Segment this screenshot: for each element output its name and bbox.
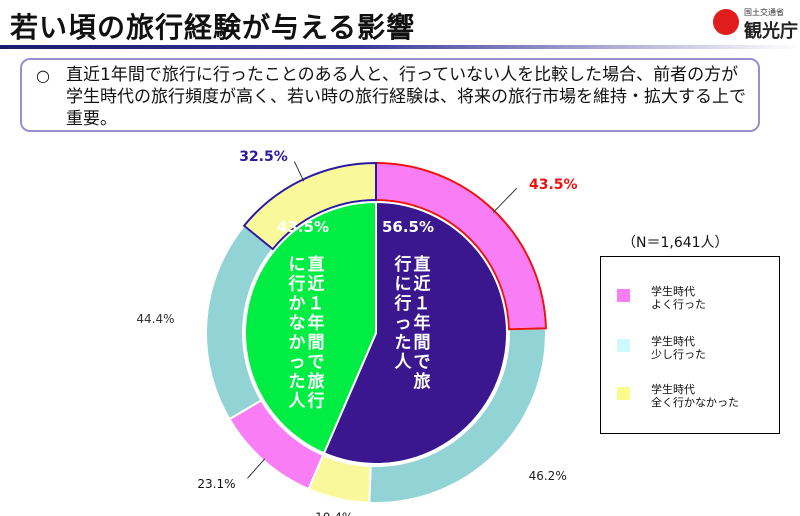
caption-char: 旅 (308, 371, 325, 392)
caption-char: 行 (394, 293, 412, 314)
legend-swatch-never (617, 387, 630, 400)
page-title: 若い頃の旅行経験が与える影響 (10, 11, 416, 44)
outer-label-not_traveled-never: 32.5% (239, 149, 288, 165)
caption-char: １ (308, 294, 325, 314)
legend-line2: 全く行かなかった (651, 396, 739, 409)
caption-char: 近 (308, 274, 325, 295)
caption-char: 行 (394, 254, 412, 275)
highlight-not_traveled-never (242, 161, 377, 251)
logo-mark-icon (713, 9, 739, 35)
inner-label-traveled: 56.5% (382, 218, 434, 236)
title-divider (0, 45, 800, 49)
caption-char: 人 (289, 392, 307, 412)
caption-char: っ (395, 314, 412, 334)
legend-line1: 学生時代 (651, 383, 695, 396)
legend-text-sometimes: 学生時代 少し行った (651, 335, 706, 361)
legend-text-often: 学生時代 よく行った (651, 285, 706, 311)
title-bar: 若い頃の旅行経験が与える影響 国土交通省 観光庁 (0, 0, 800, 49)
caption-char: に (395, 275, 412, 295)
agency-logo: 国土交通省 観光庁 (712, 6, 798, 42)
legend: 学生時代 よく行った 学生時代 少し行った 学生時代 全く行かなかった (600, 256, 780, 434)
leader-line-not_traveled-often (247, 458, 266, 479)
inner-pie (244, 200, 508, 465)
caption-char: 年 (308, 313, 325, 334)
caption-char: な (289, 314, 306, 334)
caption-char: 行 (307, 391, 325, 412)
caption-char: 直 (414, 254, 431, 275)
caption-char: 直 (308, 254, 325, 275)
caption-char: で (308, 353, 325, 373)
leader-line-not_traveled-never (293, 161, 305, 182)
caption-char: か (289, 333, 306, 353)
outer-label-traveled-never: 10.4% (315, 510, 353, 516)
outer-label-traveled-often: 43.5% (529, 177, 578, 193)
caption-char: で (414, 353, 431, 373)
summary-text: 直近1年間で旅行に行ったことのある人と、行っていない人を比較した場合、前者の方が… (66, 65, 746, 129)
caption-char: 間 (308, 333, 325, 353)
chart-labels: 43.5%46.2%10.4%23.1%44.4%32.5%56.5%直近１年間… (136, 149, 577, 516)
outer-ring (205, 161, 547, 504)
legend-line2: 少し行った (651, 348, 706, 361)
logo-name: 観光庁 (744, 21, 798, 42)
logo-subtitle: 国土交通省 (744, 8, 784, 17)
summary-bullet: ○ (36, 66, 50, 85)
inner-label-not_traveled: 43.5% (277, 218, 329, 236)
legend-line1: 学生時代 (651, 285, 695, 298)
caption-char: 近 (414, 274, 431, 295)
caption-char: １ (414, 294, 431, 314)
legend-text-never: 学生時代 全く行かなかった (651, 383, 739, 409)
summary-box: ○ 直近1年間で旅行に行ったことのある人と、行っていない人を比較した場合、前者の… (20, 58, 760, 132)
caption-char: た (395, 333, 412, 353)
outer-label-traveled-sometimes: 46.2% (529, 469, 567, 483)
caption-char: か (289, 294, 306, 314)
legend-swatch-often (617, 289, 630, 302)
legend-line1: 学生時代 (651, 335, 695, 348)
leader-line-traveled-often (492, 187, 518, 213)
outer-label-not_traveled-often: 23.1% (197, 477, 235, 491)
caption-char: 行 (288, 274, 306, 295)
caption-char: た (289, 372, 306, 392)
caption-char: に (289, 255, 306, 275)
inner-slice-traveled (322, 200, 508, 465)
inner-slice-not_traveled (244, 200, 377, 455)
caption-char: 間 (414, 333, 431, 353)
sample-size-label: （N＝1,641人） (622, 235, 729, 251)
caption-char: 年 (414, 313, 431, 334)
caption-char: 旅 (414, 371, 431, 392)
caption-char: っ (289, 353, 306, 373)
caption-char: 人 (395, 353, 413, 373)
highlight-traveled-often (375, 161, 547, 331)
legend-swatch-sometimes (617, 339, 630, 352)
outer-label-not_traveled-sometimes: 44.4% (136, 312, 174, 326)
legend-line2: よく行った (651, 298, 706, 311)
